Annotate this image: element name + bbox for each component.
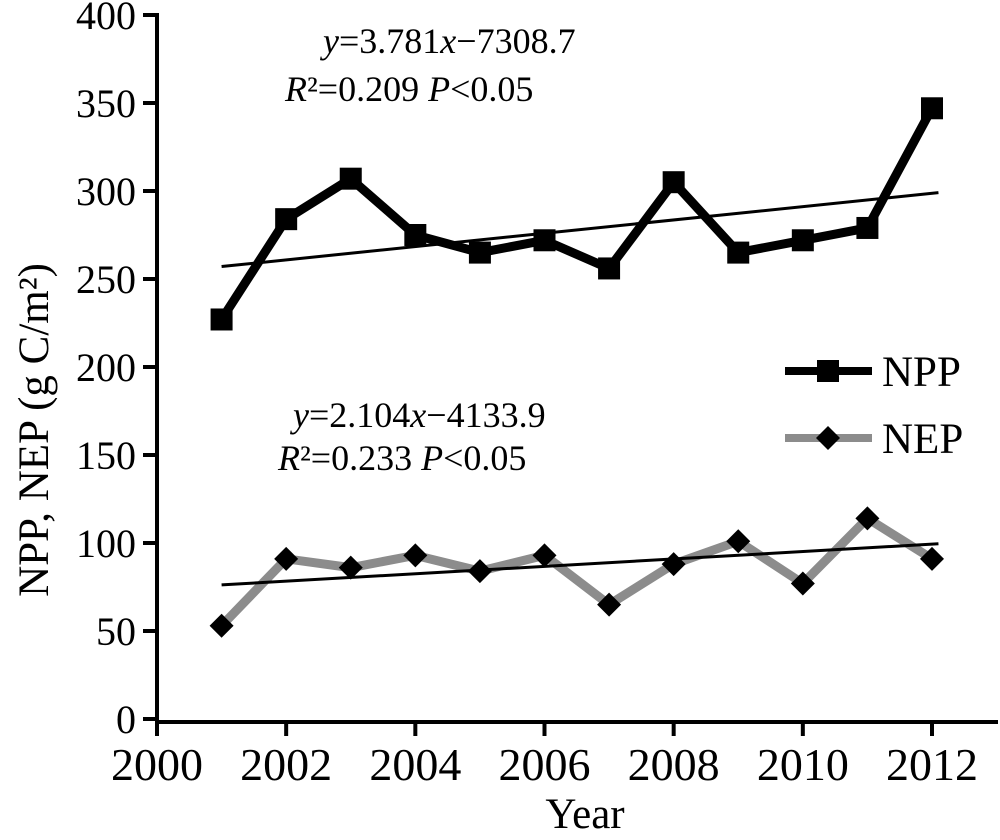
- y-axis-title: NPP, NEP (g C/m²): [11, 263, 58, 597]
- x-tick-label: 2010: [757, 739, 849, 790]
- series-line-npp: [217, 106, 936, 322]
- data-point: [468, 241, 491, 264]
- npp-equation-line2: R²=0.209 P<0.05: [284, 69, 533, 109]
- x-axis-title: Year: [545, 791, 624, 838]
- y-tick-label: 200: [76, 345, 136, 390]
- npp-equation-line1: y=3.781x−7308.7: [320, 21, 576, 61]
- series-markers-npp: [210, 97, 943, 331]
- legend: NPP NEP: [785, 349, 963, 463]
- data-point: [274, 546, 299, 571]
- trendline-nep: [221, 542, 939, 587]
- data-point: [855, 506, 880, 531]
- data-point: [533, 229, 556, 252]
- y-tick-label: 50: [96, 609, 136, 654]
- data-point: [726, 529, 751, 554]
- data-point: [275, 208, 298, 231]
- data-point: [210, 308, 233, 331]
- x-tick-label: 2002: [240, 739, 332, 790]
- data-point: [856, 216, 879, 239]
- data-point: [598, 257, 621, 280]
- y-tick-label: 0: [116, 697, 136, 742]
- y-tick-label: 250: [76, 257, 136, 302]
- data-point: [597, 592, 622, 617]
- y-tick-label: 400: [76, 0, 136, 38]
- data-point: [791, 229, 814, 252]
- x-tick-label: 2004: [369, 739, 461, 790]
- x-tick-label: 2008: [628, 739, 720, 790]
- data-point: [662, 171, 685, 194]
- series-line-nep: [218, 512, 935, 629]
- data-point: [338, 555, 363, 580]
- data-point: [467, 559, 492, 584]
- data-point: [920, 97, 943, 120]
- series-markers-nep: [209, 506, 944, 638]
- nep-equation-line2: R²=0.233 P<0.05: [277, 438, 526, 478]
- data-point: [919, 546, 944, 571]
- legend-label-npp: NPP: [882, 349, 961, 396]
- data-point: [727, 241, 750, 264]
- y-tick-label: 300: [76, 169, 136, 214]
- data-point: [661, 552, 686, 577]
- data-point: [339, 167, 362, 190]
- y-tick-label: 350: [76, 81, 136, 126]
- y-tick-label: 150: [76, 433, 136, 478]
- x-tick-label: 2006: [498, 739, 590, 790]
- data-point: [209, 613, 234, 638]
- data-point: [404, 224, 427, 246]
- data-point: [403, 543, 428, 568]
- data-point: [790, 571, 815, 596]
- legend-marker-npp: [817, 360, 839, 382]
- legend-marker-nep: [816, 426, 840, 450]
- x-tick-label: 2012: [886, 739, 978, 790]
- data-point: [532, 543, 557, 568]
- legend-label-nep: NEP: [882, 416, 963, 463]
- x-tick-label: 2000: [111, 739, 203, 790]
- y-tick-label: 100: [76, 521, 136, 566]
- trendline-npp: [221, 191, 939, 269]
- nep-equation-line1: y=2.104x−4133.9: [290, 395, 546, 435]
- axes: 0 50 100 150 200 250 300 350 400 2000 2002 2004 2006…: [76, 0, 998, 790]
